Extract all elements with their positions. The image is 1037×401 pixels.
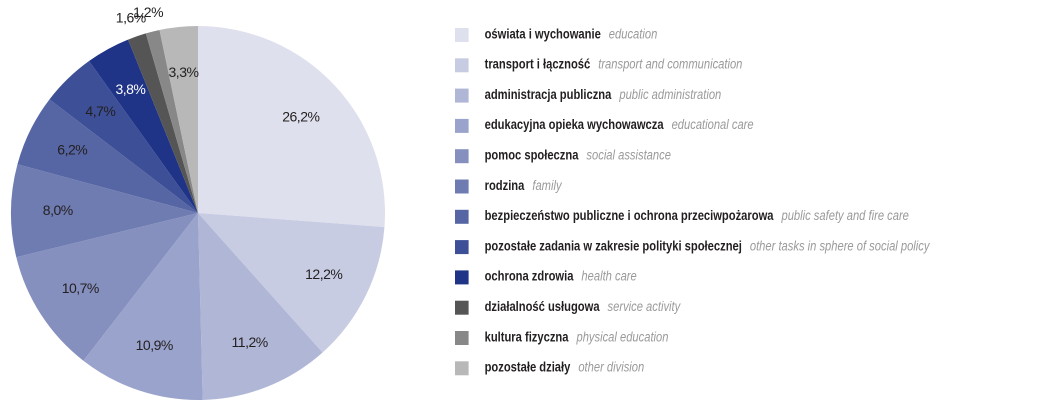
legend-label: pomoc społeczna — [485, 148, 580, 163]
data-label: 3,3% — [169, 64, 199, 80]
legend-swatch — [455, 331, 469, 345]
data-label: 4,7% — [85, 103, 115, 119]
legend-swatch — [455, 361, 469, 376]
pie-slice — [128, 33, 198, 213]
legend-label: administracja publiczna — [485, 87, 613, 102]
legend-label-en: health care — [581, 269, 636, 284]
legend-label-en: other division — [578, 360, 644, 375]
legend-entry: pomoc społeczna social assistance — [485, 148, 671, 163]
data-label: 12,2% — [305, 266, 342, 282]
pie-slice — [83, 213, 203, 400]
legend-label-en: educational care — [672, 117, 754, 132]
legend-label: edukacyjna opieka wychowawcza — [485, 117, 665, 132]
legend-label-en: service activity — [608, 299, 681, 314]
pie-slice — [159, 26, 198, 213]
legend-swatch — [455, 149, 469, 164]
legend-label: pozostałe działy — [485, 360, 571, 375]
pie-slice — [198, 213, 385, 353]
pie: 26,2% 12,2% 11,2% 10,9% 10,7% 8,0% 6,2% 4,7%3,8… — [10, 4, 385, 400]
pie-slice — [10, 164, 199, 258]
legend-swatch — [455, 58, 469, 73]
legend-label: transport i łączność — [485, 57, 591, 72]
pie-slice — [17, 99, 198, 213]
legend-swatch — [455, 179, 469, 194]
pie-slice — [145, 30, 198, 213]
legend-swatch — [455, 209, 469, 224]
legend-label: rodzina — [485, 178, 526, 193]
legend-label-en: physical education — [576, 330, 669, 345]
legend-entry: transport i łączność transport and commun… — [485, 57, 743, 72]
legend-label-en: transport and communication — [598, 57, 742, 72]
legend-swatch — [455, 118, 469, 133]
legend-label-en: public administration — [618, 87, 721, 102]
legend-entry: działalność usługowa service activity — [485, 299, 681, 314]
legend-swatch — [455, 270, 469, 285]
pie-slice — [89, 39, 198, 214]
data-label: 10,7% — [62, 280, 99, 296]
data-label: 10,9% — [136, 337, 173, 353]
data-label: 11,2% — [232, 334, 268, 350]
legend-entry: pozostałe działy other division — [485, 360, 645, 375]
legend-entry: administracja publiczna public administra… — [485, 87, 722, 102]
legend-entry: edukacyjna opieka wychowawcza educational… — [485, 117, 754, 132]
legend-entry: ochrona zdrowia health care — [485, 269, 637, 284]
pie-slice — [198, 26, 385, 228]
legend-entry: bezpieczeństwo publiczne i ochrona przec… — [485, 208, 909, 223]
data-label: 6,2% — [57, 142, 87, 158]
legend-entry: oświata i wychowanie education — [485, 27, 658, 42]
legend-label-en: social assistance — [586, 148, 671, 163]
legend: oświata i wychowanie education transport i… — [455, 27, 930, 376]
legend-swatch — [455, 240, 469, 255]
legend-label-en: other tasks in sphere of social policy — [750, 239, 930, 254]
legend-label: ochrona zdrowia — [485, 269, 575, 284]
legend-swatch — [455, 300, 469, 315]
data-label: 8,0% — [43, 202, 73, 218]
data-label: 1,2% — [133, 4, 163, 20]
data-label: 1,6% — [116, 9, 146, 25]
legend-label-en: family — [532, 178, 562, 193]
pie-slice — [198, 213, 323, 400]
legend-label-en: education — [609, 27, 657, 42]
legend-label: działalność usługowa — [485, 299, 601, 314]
legend-entry: pozostałe zadania w zakresie polityki sp… — [485, 239, 930, 254]
legend-swatch — [455, 88, 469, 103]
legend-label-en: public safety and fire care — [781, 208, 909, 223]
legend-label: oświata i wychowanie — [485, 27, 601, 42]
legend-entry: rodzina family — [485, 178, 563, 193]
legend-label: kultura fizyczna — [485, 330, 570, 345]
legend-label: pozostałe zadania w zakresie polityki sp… — [485, 239, 742, 254]
data-label: 26,2% — [282, 108, 319, 124]
legend-label: bezpieczeństwo publiczne i ochrona przec… — [485, 208, 775, 223]
data-label: 3,8% — [115, 81, 145, 97]
pie-slice — [49, 61, 198, 214]
pie-slice — [16, 213, 198, 361]
legend-swatch — [455, 28, 469, 42]
legend-entry: kultura fizyczna physical education — [485, 330, 669, 345]
